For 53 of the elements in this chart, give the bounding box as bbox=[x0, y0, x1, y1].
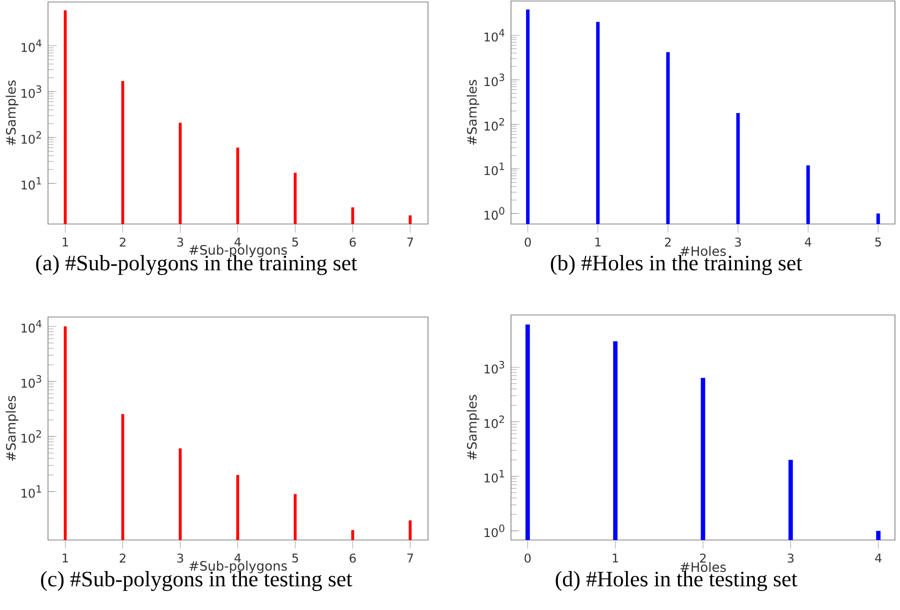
y-axis-title: #Samples bbox=[466, 394, 480, 460]
y-tick-label: 10$^{0}$ bbox=[484, 207, 504, 220]
y-tick-label: 10$^{1}$ bbox=[22, 485, 42, 498]
x-tick-label: 1 bbox=[62, 238, 68, 246]
x-tick-label: 5 bbox=[292, 554, 298, 562]
x-tick-label: 5 bbox=[875, 238, 881, 246]
y-tick-label: 10$^{1}$ bbox=[22, 177, 42, 190]
y-tick-label: 10$^{2}$ bbox=[484, 415, 504, 428]
x-tick-label: 2 bbox=[120, 238, 126, 246]
x-tick-label: 1 bbox=[595, 238, 601, 246]
y-tick-label: 10$^{4}$ bbox=[22, 320, 42, 333]
x-tick-label: 0 bbox=[524, 554, 531, 563]
x-axis-title: #Holes bbox=[680, 246, 726, 256]
x-tick-label: 3 bbox=[177, 554, 184, 563]
y-tick-label: 10$^{2}$ bbox=[484, 118, 504, 131]
text: (a) #Sub-polygons in the training set bbox=[36, 255, 358, 275]
y-tick-label: 10$^{3}$ bbox=[484, 74, 504, 86]
y-tick-label: 10$^{2}$ bbox=[22, 430, 41, 443]
y-tick-label: 10$^{3}$ bbox=[484, 360, 504, 374]
x-tick-label: 4 bbox=[234, 554, 241, 562]
x-tick-label: 6 bbox=[350, 554, 356, 563]
y-axis-title: #Samples bbox=[6, 80, 18, 146]
x-tick-label: 7 bbox=[407, 238, 413, 246]
text: (b) #Holes in the training set bbox=[550, 255, 802, 275]
y-axis-title: #Samples bbox=[6, 396, 18, 461]
x-tick-label: 6 bbox=[350, 238, 356, 247]
x-tick-label: 0 bbox=[524, 238, 531, 247]
x-tick-label: 1 bbox=[62, 554, 68, 562]
x-tick-label: 3 bbox=[177, 238, 184, 247]
x-tick-label: 3 bbox=[735, 238, 741, 247]
y-tick-label: 10$^{0}$ bbox=[484, 524, 504, 538]
x-tick-label: 1 bbox=[612, 554, 618, 562]
y-tick-label: 10$^{4}$ bbox=[22, 39, 42, 52]
y-tick-label: 10$^{1}$ bbox=[484, 162, 504, 176]
y-tick-label: 10$^{2}$ bbox=[22, 131, 41, 144]
x-tick-label: 7 bbox=[407, 554, 413, 562]
x-tick-label: 2 bbox=[665, 238, 671, 246]
x-axis-title: #Sub-polygons bbox=[189, 244, 287, 258]
y-tick-label: 10$^{4}$ bbox=[484, 29, 504, 42]
y-axis-title: #Samples bbox=[466, 80, 480, 145]
y-tick-label: 10$^{3}$ bbox=[22, 375, 42, 388]
x-tick-label: 2 bbox=[700, 554, 706, 562]
x-tick-label: 5 bbox=[292, 238, 298, 246]
x-tick-label: 4 bbox=[234, 238, 241, 246]
y-tick-label: 10$^{1}$ bbox=[484, 470, 504, 483]
y-tick-label: 10$^{3}$ bbox=[22, 85, 42, 98]
text: (d) #Holes in the testing set bbox=[556, 571, 798, 591]
x-tick-label: 4 bbox=[804, 238, 812, 246]
x-axis-title: #Sub-polygons bbox=[189, 560, 287, 574]
x-tick-label: 4 bbox=[875, 554, 882, 562]
x-tick-label: 2 bbox=[120, 554, 126, 562]
x-axis-title: #Holes bbox=[680, 562, 726, 572]
x-tick-label: 3 bbox=[788, 554, 794, 563]
